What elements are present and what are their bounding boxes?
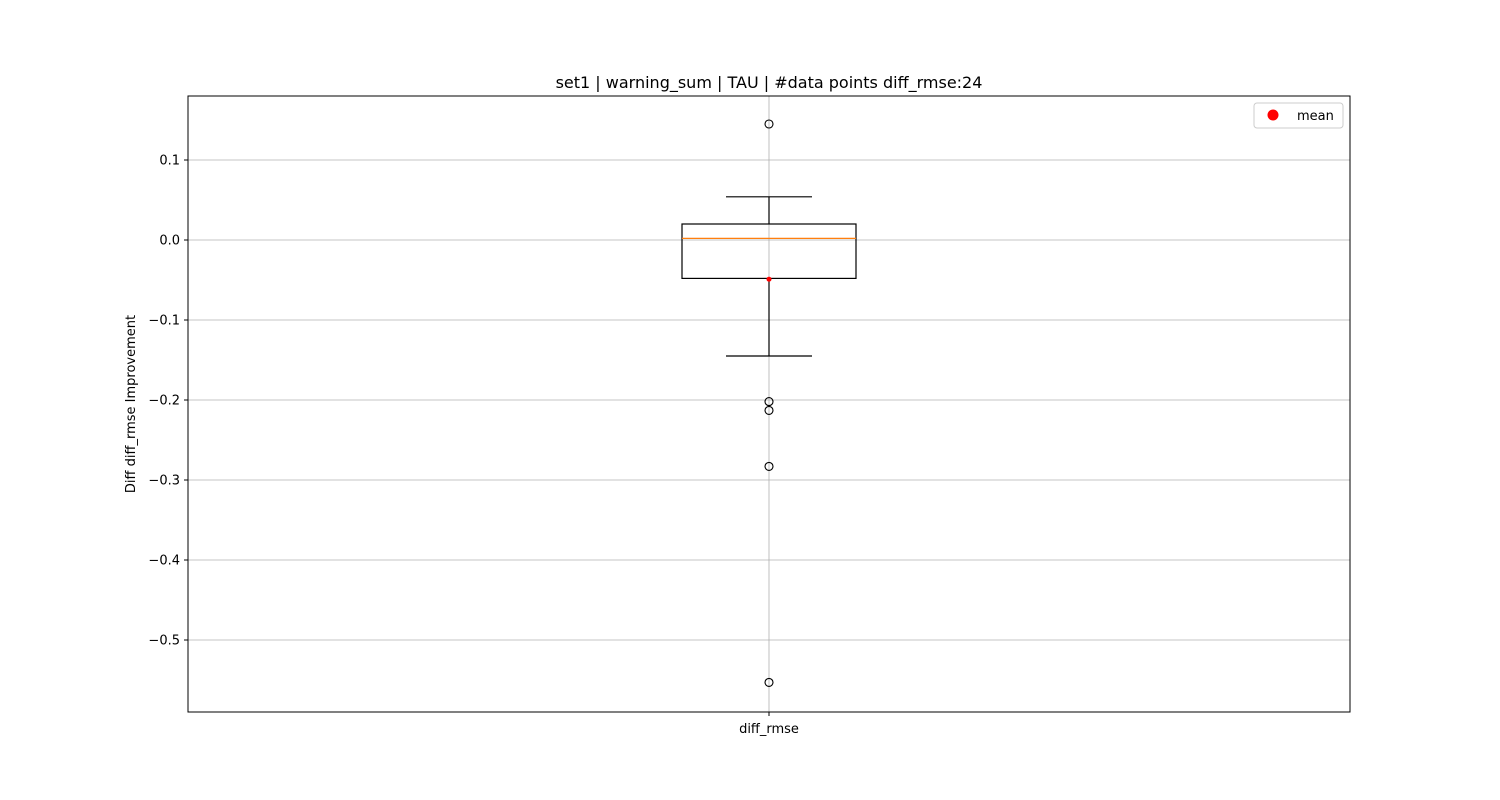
x-tick-label: diff_rmse	[739, 722, 799, 737]
y-tick-label: −0.1	[148, 314, 180, 329]
outlier-point	[764, 461, 774, 471]
y-axis-label: Diff diff_rmse Improvement	[124, 315, 139, 493]
legend-mean-marker	[1267, 109, 1279, 121]
y-tick-label: −0.5	[148, 634, 180, 649]
legend-mean-label: mean	[1297, 109, 1334, 124]
outlier-point	[764, 677, 774, 687]
y-tick-label: 0.0	[159, 234, 180, 249]
outlier-point	[764, 405, 774, 415]
y-axis-ticks: 0.1 0.0 −0.1 −0.2 −0.3 −0.4 −0.5	[148, 154, 188, 649]
mean-point	[766, 276, 772, 282]
chart-title: set1 | warning_sum | TAU | #data points …	[556, 73, 983, 93]
x-axis-ticks: diff_rmse	[739, 712, 799, 737]
y-tick-label: 0.1	[159, 154, 180, 169]
legend: mean	[1253, 102, 1344, 129]
outlier-point	[764, 119, 774, 129]
legend-frame	[1253, 102, 1344, 129]
y-tick-label: −0.3	[148, 474, 180, 489]
box-plot	[681, 119, 857, 687]
grid-lines	[188, 96, 1350, 712]
y-tick-label: −0.2	[148, 394, 180, 409]
y-tick-label: −0.4	[148, 554, 180, 569]
outlier-point	[764, 397, 774, 407]
